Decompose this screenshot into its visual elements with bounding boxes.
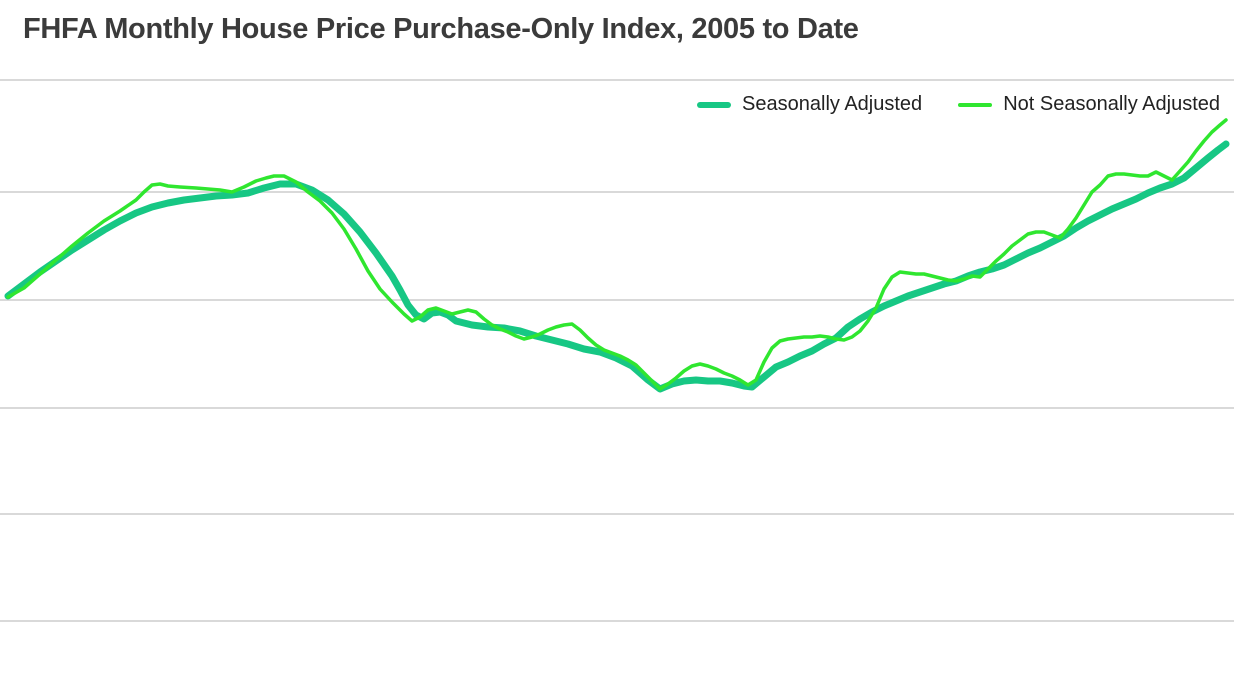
chart-title: FHFA Monthly House Price Purchase-Only I… — [23, 13, 859, 45]
legend-item-not-seasonally-adjusted[interactable]: Not Seasonally Adjusted — [958, 93, 1220, 116]
legend-item-seasonally-adjusted[interactable]: Seasonally Adjusted — [697, 93, 922, 116]
not-seasonally-adjusted-line-swatch-icon — [958, 102, 993, 107]
legend-label-not-seasonally-adjusted: Not Seasonally Adjusted — [1003, 93, 1220, 115]
series-line-not-seasonally-adjusted — [6, 118, 1228, 391]
legend-label-seasonally-adjusted: Seasonally Adjusted — [742, 93, 923, 115]
gridlines — [0, 79, 1234, 622]
series-line-seasonally-adjusted — [4, 140, 1230, 393]
legend: Seasonally Adjusted Not Seasonally Adjus… — [697, 93, 1220, 116]
seasonally-adjusted-line-swatch-icon — [697, 101, 732, 108]
